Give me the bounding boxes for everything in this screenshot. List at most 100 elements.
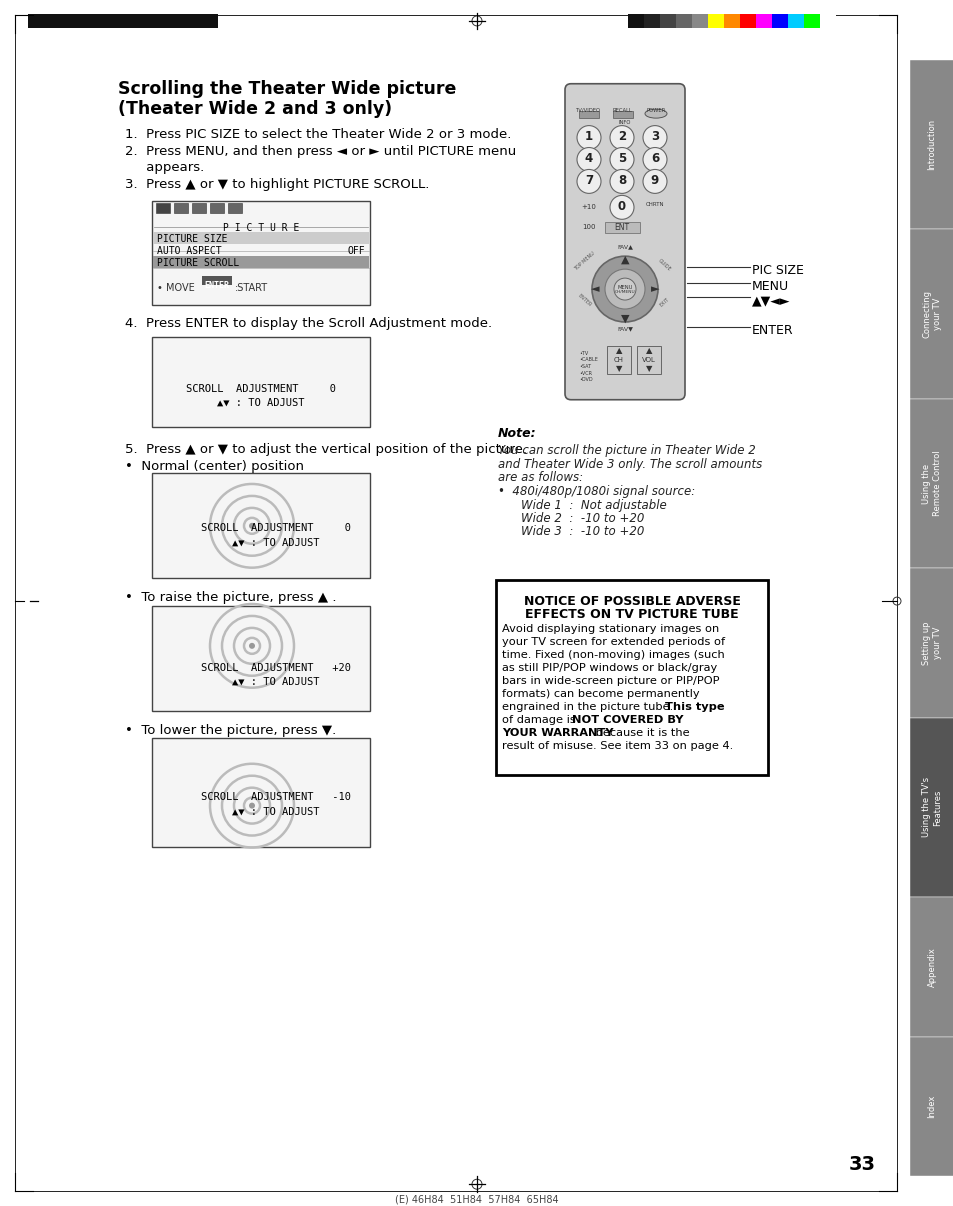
- Text: 5.  Press ▲ or ▼ to adjust the vertical position of the picture.: 5. Press ▲ or ▼ to adjust the vertical p…: [125, 443, 526, 456]
- Text: result of misuse. See item 33 on page 4.: result of misuse. See item 33 on page 4.: [501, 740, 733, 750]
- Text: ►: ►: [650, 285, 659, 294]
- Text: •  Normal (center) position: • Normal (center) position: [125, 459, 304, 473]
- Bar: [152, 607, 370, 710]
- Text: RECALL: RECALL: [612, 107, 631, 112]
- Circle shape: [577, 170, 600, 193]
- Circle shape: [604, 269, 644, 309]
- Text: bars in wide-screen picture or PIP/POP: bars in wide-screen picture or PIP/POP: [501, 675, 719, 686]
- Circle shape: [577, 147, 600, 171]
- Text: SCROLL  ADJUSTMENT     0: SCROLL ADJUSTMENT 0: [201, 523, 351, 533]
- Circle shape: [249, 643, 254, 649]
- Text: NOTICE OF POSSIBLE ADVERSE: NOTICE OF POSSIBLE ADVERSE: [523, 595, 740, 608]
- Bar: [637, 346, 660, 374]
- Circle shape: [249, 523, 254, 528]
- Bar: [606, 346, 630, 374]
- Bar: [676, 14, 691, 28]
- Text: 33: 33: [847, 1155, 875, 1173]
- Bar: [228, 204, 242, 213]
- Text: ▲: ▲: [620, 254, 629, 264]
- Text: time. Fixed (non-moving) images (such: time. Fixed (non-moving) images (such: [501, 650, 724, 660]
- Text: •  480i/480p/1080i signal source:: • 480i/480p/1080i signal source:: [497, 486, 695, 498]
- Text: ENTER: ENTER: [204, 281, 230, 289]
- Bar: [604, 222, 639, 233]
- Text: Index: Index: [926, 1095, 936, 1118]
- Circle shape: [609, 170, 634, 193]
- Text: 7: 7: [584, 174, 593, 187]
- Ellipse shape: [644, 110, 666, 118]
- Circle shape: [592, 256, 658, 322]
- Bar: [909, 399, 953, 568]
- Text: PICTURE SCROLL: PICTURE SCROLL: [157, 258, 239, 268]
- Bar: [202, 276, 232, 285]
- Text: :START: :START: [234, 283, 268, 293]
- Bar: [152, 201, 370, 305]
- Text: are as follows:: are as follows:: [497, 472, 582, 485]
- Bar: [613, 111, 633, 118]
- Text: 0: 0: [618, 200, 625, 212]
- Bar: [803, 14, 820, 28]
- Text: appears.: appears.: [125, 162, 204, 175]
- Text: 5: 5: [618, 152, 625, 165]
- Bar: [787, 14, 803, 28]
- Bar: [643, 14, 659, 28]
- Circle shape: [614, 279, 636, 300]
- Text: ▼: ▼: [645, 364, 652, 374]
- Text: 1.  Press PIC SIZE to select the Theater Wide 2 or 3 mode.: 1. Press PIC SIZE to select the Theater …: [125, 128, 511, 141]
- Text: ▲: ▲: [645, 346, 652, 356]
- Text: (E) 46H84  51H84  57H84  65H84: (E) 46H84 51H84 57H84 65H84: [395, 1194, 558, 1204]
- Bar: [156, 204, 170, 213]
- Text: POWER: POWER: [646, 107, 665, 112]
- Text: 1: 1: [584, 130, 593, 144]
- Text: • MOVE: • MOVE: [157, 283, 201, 293]
- Text: •TV
•CABLE
•SAT
•VCR
•DVD: •TV •CABLE •SAT •VCR •DVD: [578, 351, 598, 382]
- Circle shape: [609, 195, 634, 219]
- Text: CH/MENU: CH/MENU: [614, 291, 635, 294]
- Text: This type: This type: [664, 702, 724, 712]
- Bar: [771, 14, 787, 28]
- Text: Using the
Remote Control: Using the Remote Control: [922, 451, 941, 516]
- Text: Wide 1  :  Not adjustable: Wide 1 : Not adjustable: [505, 499, 666, 513]
- Text: 2.  Press MENU, and then press ◄ or ► until PICTURE menu: 2. Press MENU, and then press ◄ or ► unt…: [125, 145, 516, 158]
- Circle shape: [249, 803, 254, 808]
- Text: CH: CH: [614, 357, 623, 363]
- Text: your TV screen for extended periods of: your TV screen for extended periods of: [501, 637, 724, 646]
- Text: 4.  Press ENTER to display the Scroll Adjustment mode.: 4. Press ENTER to display the Scroll Adj…: [125, 317, 492, 330]
- Text: ENTER: ENTER: [751, 324, 793, 336]
- Bar: [496, 580, 767, 774]
- Text: Wide 3  :  -10 to +20: Wide 3 : -10 to +20: [505, 526, 643, 538]
- FancyBboxPatch shape: [564, 83, 684, 399]
- Circle shape: [642, 147, 666, 171]
- Text: AUTO ASPECT: AUTO ASPECT: [157, 246, 221, 256]
- Bar: [152, 336, 370, 427]
- Bar: [707, 14, 723, 28]
- Text: Note:: Note:: [497, 427, 536, 440]
- Text: 3.  Press ▲ or ▼ to highlight PICTURE SCROLL.: 3. Press ▲ or ▼ to highlight PICTURE SCR…: [125, 178, 429, 192]
- Bar: [820, 14, 835, 28]
- Text: ENTER: ENTER: [577, 293, 592, 308]
- Text: FAV▲: FAV▲: [617, 245, 632, 250]
- Bar: [152, 738, 370, 848]
- Circle shape: [577, 125, 600, 150]
- Text: ENT: ENT: [614, 223, 629, 232]
- Text: 8: 8: [618, 174, 625, 187]
- Text: Introduction: Introduction: [926, 119, 936, 170]
- Text: Connecting
your TV: Connecting your TV: [922, 289, 941, 338]
- Bar: [152, 474, 370, 578]
- Bar: [909, 229, 953, 399]
- Text: SCROLL  ADJUSTMENT   +20: SCROLL ADJUSTMENT +20: [201, 663, 351, 673]
- Bar: [152, 256, 369, 268]
- Text: •  To raise the picture, press ▲ .: • To raise the picture, press ▲ .: [125, 591, 336, 604]
- Text: 100: 100: [581, 224, 595, 230]
- Text: ▲: ▲: [615, 346, 621, 356]
- Text: ▲▼◄►: ▲▼◄►: [751, 294, 790, 308]
- Text: engrained in the picture tube.: engrained in the picture tube.: [501, 702, 677, 712]
- Bar: [192, 204, 206, 213]
- Text: YOUR WARRANTY: YOUR WARRANTY: [501, 727, 613, 738]
- Bar: [755, 14, 771, 28]
- Text: 4: 4: [584, 152, 593, 165]
- Text: 6: 6: [650, 152, 659, 165]
- Text: CHRTN: CHRTN: [645, 203, 663, 207]
- Circle shape: [642, 170, 666, 193]
- Bar: [740, 14, 755, 28]
- Text: ▼: ▼: [620, 314, 629, 324]
